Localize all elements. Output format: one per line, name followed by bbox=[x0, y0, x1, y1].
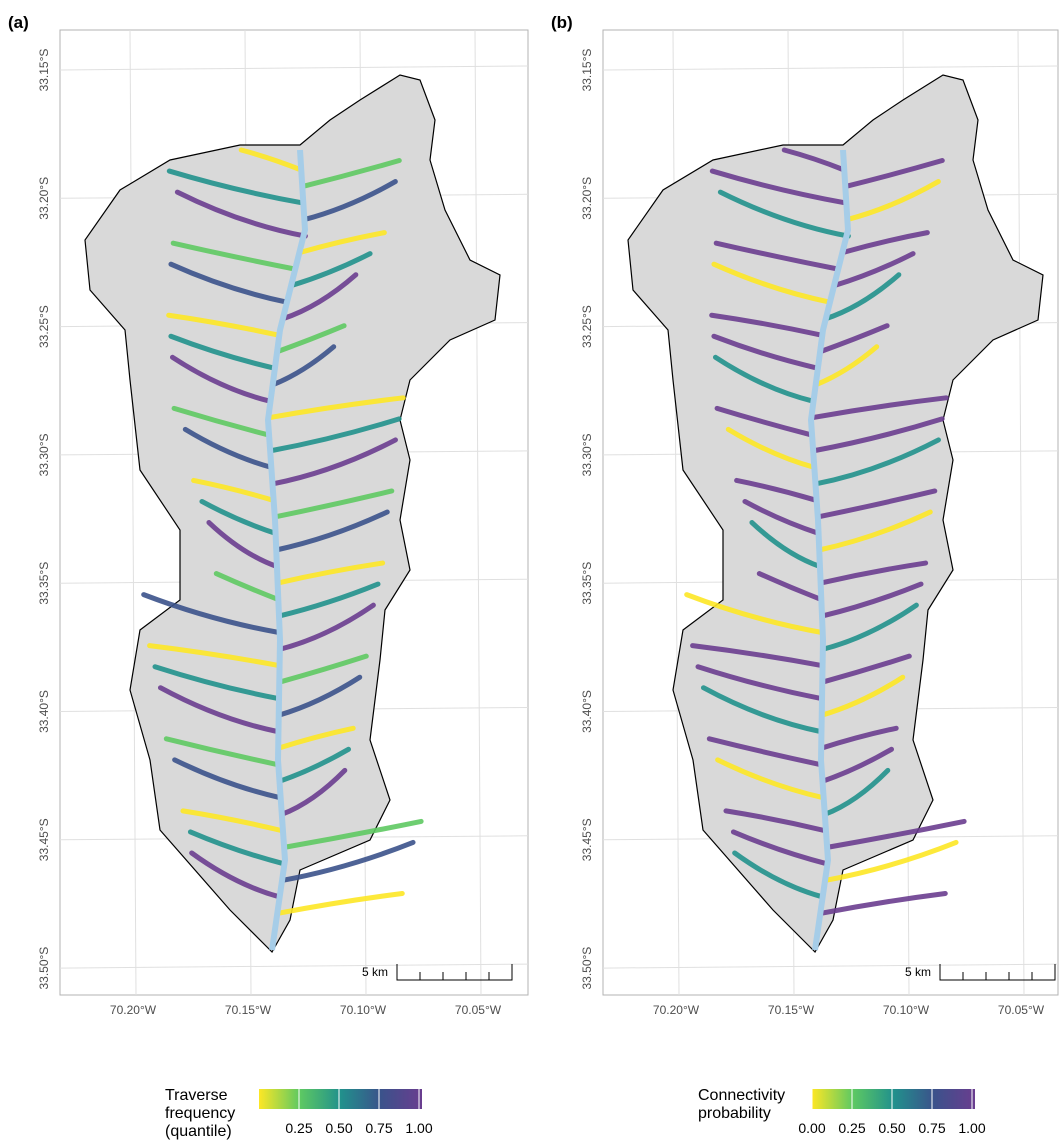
colorbar bbox=[259, 1089, 422, 1109]
lon-tick-label: 70.20°W bbox=[110, 1003, 157, 1017]
lat-tick-label: 33.25°S bbox=[37, 305, 51, 348]
lon-tick-label: 70.05°W bbox=[998, 1003, 1045, 1017]
colorbar bbox=[812, 1089, 975, 1109]
scale-bar-label: 5 km bbox=[362, 965, 388, 979]
panel-label: (b) bbox=[551, 13, 573, 32]
scale-bar-label: 5 km bbox=[905, 965, 931, 979]
legend-tick-label: 0.00 bbox=[798, 1120, 825, 1136]
lon-tick-label: 70.15°W bbox=[225, 1003, 272, 1017]
lon-tick-label: 70.10°W bbox=[340, 1003, 387, 1017]
legend-tick-label: 0.75 bbox=[365, 1120, 392, 1136]
map-panel: (a) 33.15°S 33.20°S 33.25°S 33.30°S 33.35°S 33… bbox=[8, 13, 528, 1140]
lat-tick-label: 33.20°S bbox=[580, 177, 594, 220]
legend-title: Traverse bbox=[165, 1087, 228, 1104]
lat-tick-label: 33.45°S bbox=[37, 818, 51, 861]
lat-tick-label: 33.50°S bbox=[580, 947, 594, 990]
legend-tick-label: 0.50 bbox=[878, 1120, 905, 1136]
lat-tick-label: 33.15°S bbox=[37, 49, 51, 92]
map-panel: (b) 33.15°S 33.20°S 33.25°S 33.30°S 33.35°S 33… bbox=[551, 13, 1058, 1136]
lat-tick-label: 33.40°S bbox=[37, 690, 51, 733]
legend-title: frequency bbox=[165, 1105, 235, 1122]
lat-tick-label: 33.25°S bbox=[580, 305, 594, 348]
legend-title: (quantile) bbox=[165, 1123, 232, 1140]
lat-tick-label: 33.40°S bbox=[580, 690, 594, 733]
legend-title: Connectivity bbox=[698, 1087, 785, 1104]
lat-tick-label: 33.20°S bbox=[37, 177, 51, 220]
lat-tick-label: 33.35°S bbox=[37, 562, 51, 605]
lat-tick-label: 33.15°S bbox=[580, 49, 594, 92]
lon-tick-label: 70.20°W bbox=[653, 1003, 700, 1017]
legend-tick-label: 1.00 bbox=[958, 1120, 985, 1136]
legend-tick-label: 1.00 bbox=[405, 1120, 432, 1136]
lat-tick-label: 33.30°S bbox=[580, 433, 594, 476]
legend-tick-label: 0.50 bbox=[325, 1120, 352, 1136]
lat-tick-label: 33.30°S bbox=[37, 433, 51, 476]
lat-tick-label: 33.35°S bbox=[580, 562, 594, 605]
legend-title: probability bbox=[698, 1105, 771, 1122]
lat-tick-label: 33.50°S bbox=[37, 947, 51, 990]
legend-tick-label: 0.75 bbox=[918, 1120, 945, 1136]
legend-tick-label: 0.25 bbox=[285, 1120, 312, 1136]
figure: (a) 33.15°S 33.20°S 33.25°S 33.30°S 33.35°S 33… bbox=[0, 0, 1059, 1141]
lon-tick-label: 70.10°W bbox=[883, 1003, 930, 1017]
lon-tick-label: 70.15°W bbox=[768, 1003, 815, 1017]
lat-tick-label: 33.45°S bbox=[580, 818, 594, 861]
lon-tick-label: 70.05°W bbox=[455, 1003, 502, 1017]
legend-tick-label: 0.25 bbox=[838, 1120, 865, 1136]
panel-label: (a) bbox=[8, 13, 29, 32]
